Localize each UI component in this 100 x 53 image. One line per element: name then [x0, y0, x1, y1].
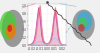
Ellipse shape [0, 11, 16, 40]
Ellipse shape [2, 10, 24, 47]
Ellipse shape [72, 10, 95, 40]
Ellipse shape [78, 17, 87, 28]
Ellipse shape [78, 24, 85, 32]
Ellipse shape [77, 11, 92, 31]
Ellipse shape [7, 25, 12, 32]
Ellipse shape [6, 24, 16, 39]
